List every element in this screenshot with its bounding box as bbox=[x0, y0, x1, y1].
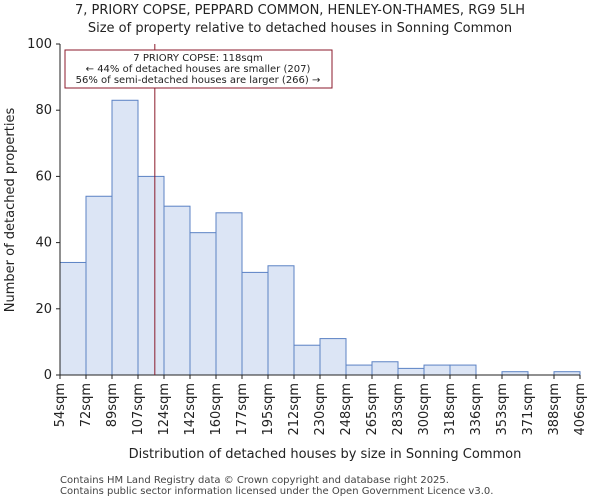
y-tick-label: 100 bbox=[27, 37, 52, 52]
chart-subtitle: Size of property relative to detached ho… bbox=[88, 21, 512, 36]
annotation-box: 7 PRIORY COPSE: 118sqm ← 44% of detached… bbox=[64, 49, 333, 89]
x-tick-label: 406sqm bbox=[573, 383, 588, 436]
x-tick-label: 89sqm bbox=[105, 383, 120, 427]
x-tick-label: 72sqm bbox=[79, 383, 94, 427]
x-axis-ticks: 54sqm 72sqm 89sqm 107sqm 124sqm 142sqm 160sqm 1… bbox=[53, 375, 588, 436]
annotation-box-frame bbox=[64, 49, 333, 89]
histogram-bar bbox=[215, 212, 243, 376]
bars-group bbox=[59, 99, 581, 376]
x-tick-label: 265sqm bbox=[365, 383, 380, 436]
histogram-bar bbox=[59, 261, 87, 376]
histogram-bar bbox=[293, 344, 321, 376]
footer-line-1: Contains HM Land Registry data © Crown c… bbox=[60, 475, 449, 486]
x-tick-label: 212sqm bbox=[287, 383, 302, 436]
x-tick-label: 318sqm bbox=[443, 383, 458, 436]
x-tick-label: 107sqm bbox=[131, 383, 146, 436]
annotation-line-2: ← 44% of detached houses are smaller (20… bbox=[86, 64, 311, 75]
x-tick-label: 160sqm bbox=[209, 383, 224, 436]
x-tick-label: 248sqm bbox=[339, 383, 354, 436]
y-tick-label: 20 bbox=[35, 302, 52, 317]
x-tick-label: 336sqm bbox=[469, 383, 484, 436]
footer-line-2: Contains public sector information licen… bbox=[60, 486, 493, 497]
y-tick-label: 0 bbox=[44, 368, 52, 383]
histogram-bar bbox=[319, 338, 347, 376]
histogram-bar bbox=[85, 195, 113, 376]
x-tick-label: 177sqm bbox=[235, 383, 250, 436]
x-tick-label: 54sqm bbox=[53, 383, 68, 427]
x-axis-label: Distribution of detached houses by size … bbox=[129, 447, 522, 462]
histogram-bar bbox=[423, 364, 451, 376]
histogram-bar bbox=[371, 361, 399, 376]
histogram-bar bbox=[267, 265, 295, 376]
histogram-bar bbox=[345, 364, 373, 376]
histogram-bar bbox=[163, 205, 191, 376]
x-tick-label: 388sqm bbox=[547, 383, 562, 436]
histogram-bar bbox=[241, 271, 269, 376]
x-tick-label: 230sqm bbox=[313, 383, 328, 436]
x-tick-label: 195sqm bbox=[261, 383, 276, 436]
histogram-bar bbox=[137, 175, 165, 376]
histogram-bar bbox=[397, 367, 425, 376]
histogram-bar bbox=[111, 99, 139, 376]
y-tick-label: 60 bbox=[35, 169, 52, 184]
x-tick-label: 353sqm bbox=[495, 383, 510, 436]
x-tick-label: 142sqm bbox=[183, 383, 198, 436]
annotation-line-3: 56% of semi-detached houses are larger (… bbox=[76, 75, 321, 86]
x-tick-label: 300sqm bbox=[417, 383, 432, 436]
y-axis-label: Number of detached properties bbox=[3, 108, 18, 313]
annotation-line-1: 7 PRIORY COPSE: 118sqm bbox=[133, 53, 262, 64]
histogram-bar bbox=[449, 364, 477, 376]
y-tick-label: 40 bbox=[35, 236, 52, 251]
x-tick-label: 371sqm bbox=[521, 383, 536, 436]
y-axis-ticks: 0 20 40 60 80 100 bbox=[27, 37, 60, 383]
y-tick-label: 80 bbox=[35, 103, 52, 118]
histogram-bar bbox=[189, 232, 217, 376]
chart-title: 7, PRIORY COPSE, PEPPARD COMMON, HENLEY-… bbox=[75, 3, 525, 18]
x-tick-label: 124sqm bbox=[157, 383, 172, 436]
x-tick-label: 283sqm bbox=[391, 383, 406, 436]
